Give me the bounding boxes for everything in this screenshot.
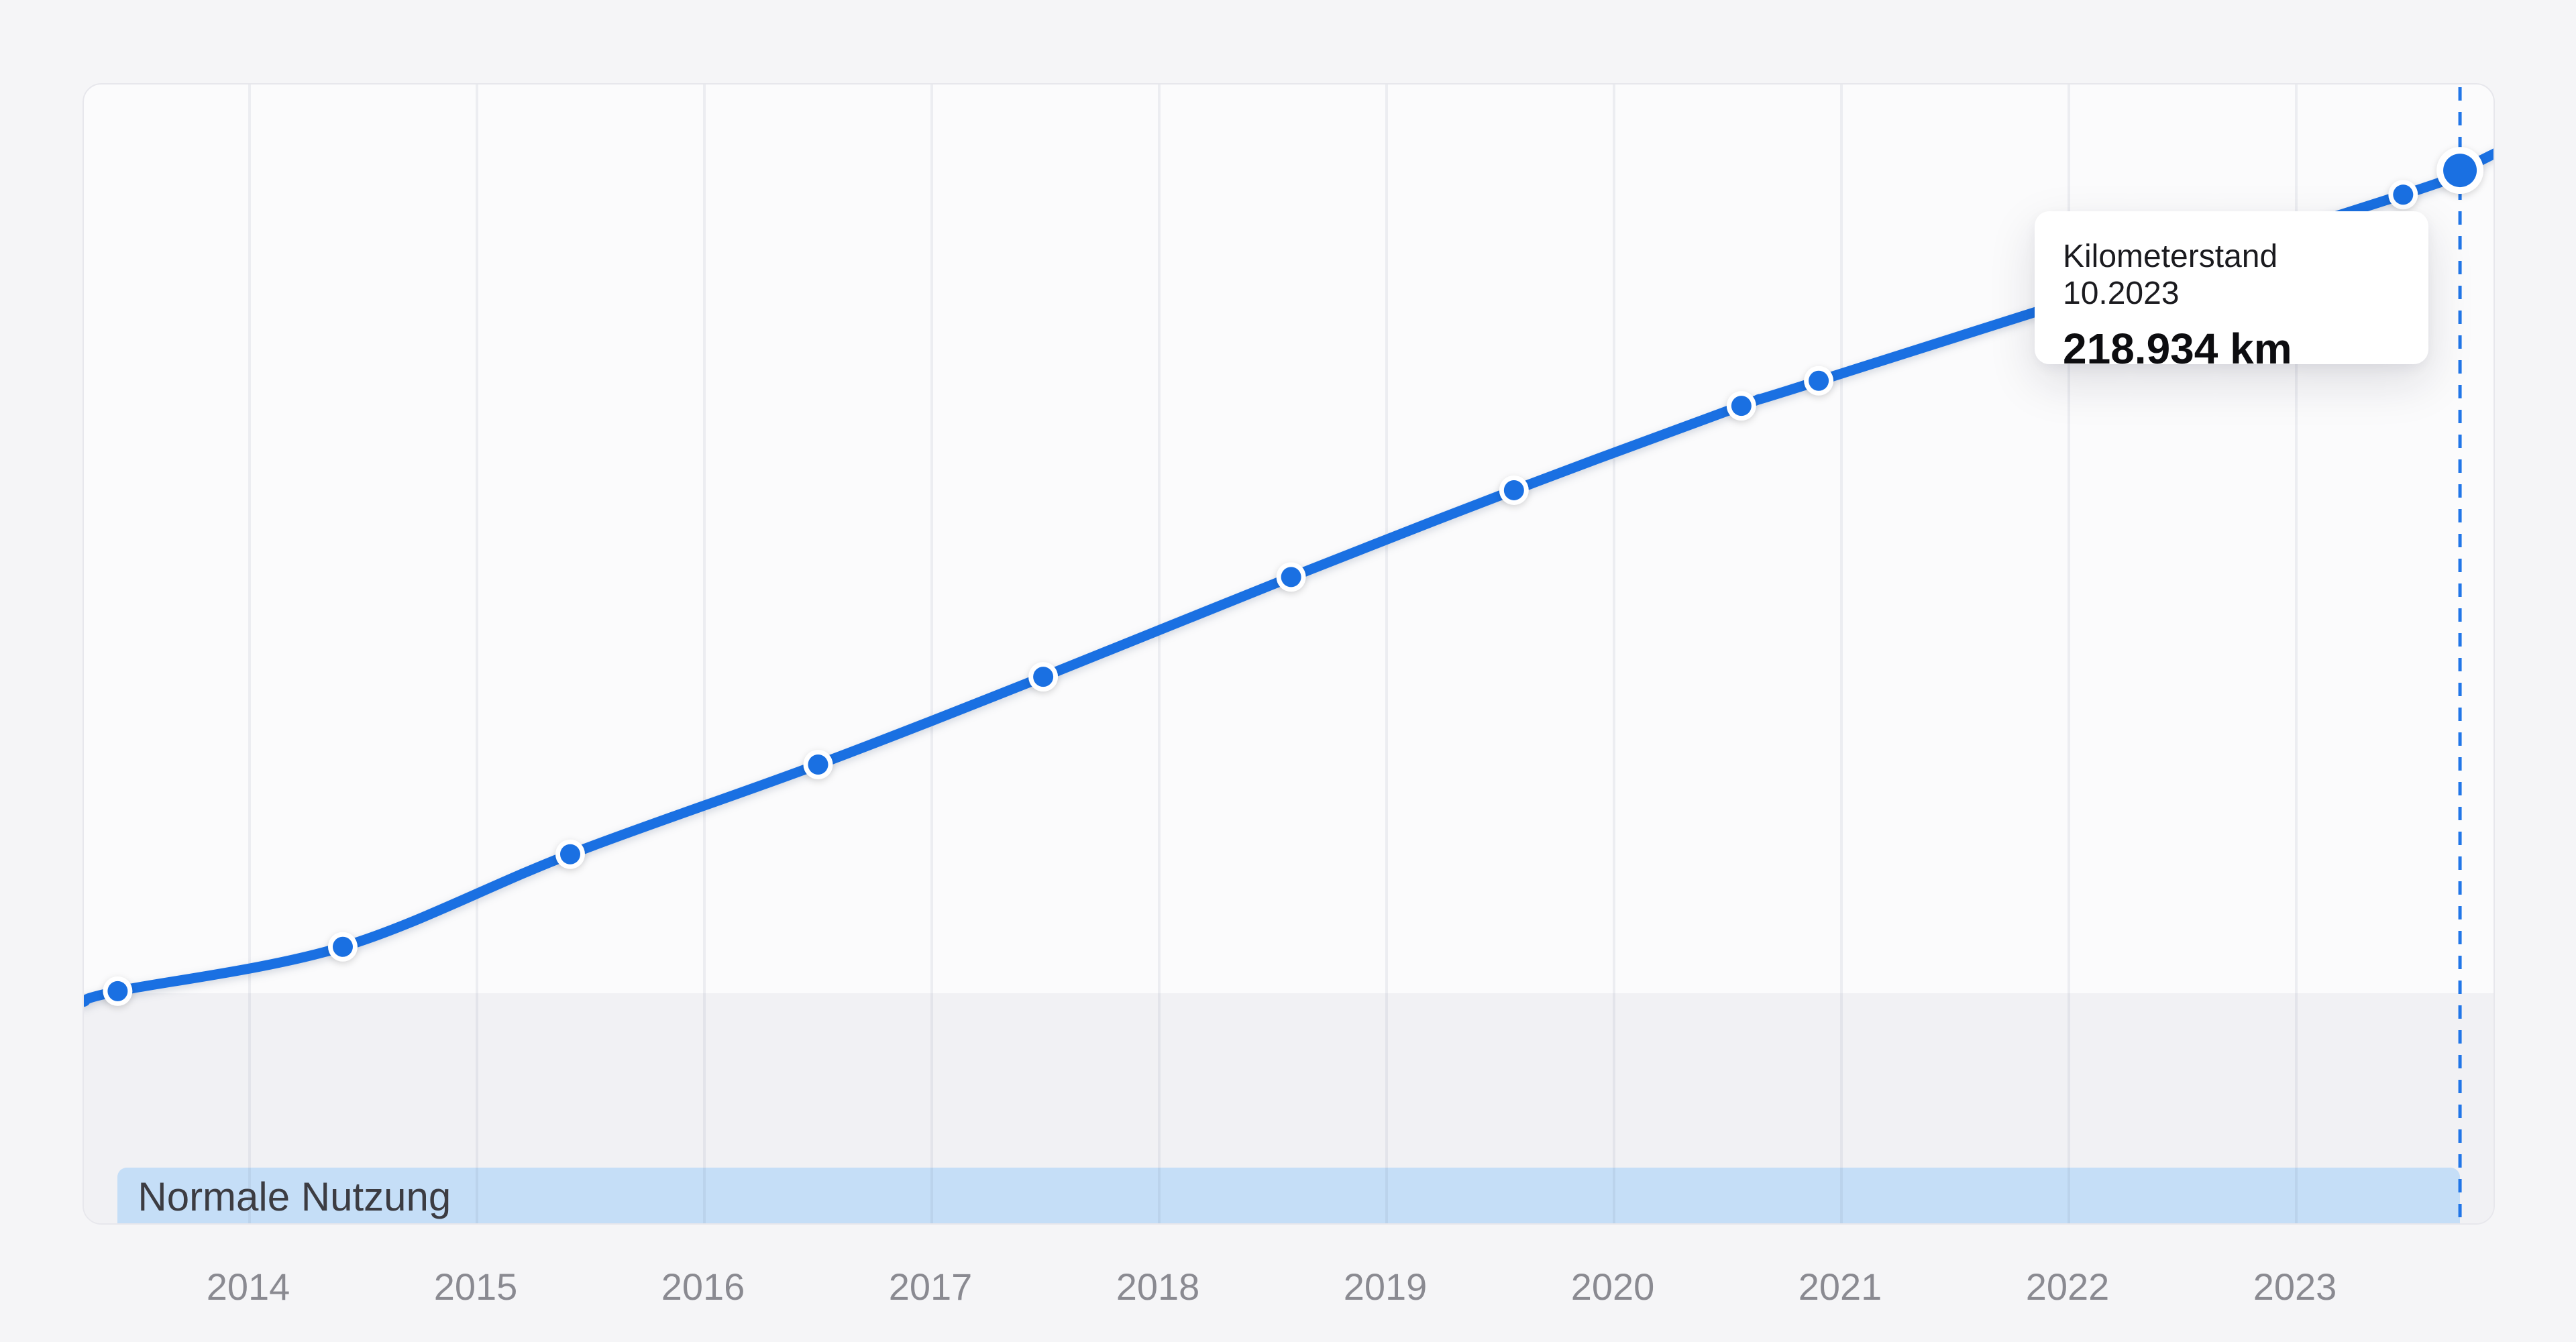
- data-point-dot[interactable]: [332, 936, 353, 957]
- tooltip-title: Kilometerstand 10.2023: [2063, 239, 2278, 311]
- data-point-dot[interactable]: [2393, 184, 2414, 205]
- normal-usage-band-label: Normale Nutzung: [138, 1174, 451, 1219]
- year-gridline: [2068, 85, 2070, 1223]
- data-point-dot[interactable]: [1033, 667, 1054, 687]
- x-axis-label: 2018: [1116, 1266, 1200, 1308]
- data-point-dot-current[interactable]: [2443, 154, 2477, 188]
- data-point-dot[interactable]: [107, 981, 128, 1001]
- x-axis-label: 2015: [433, 1266, 518, 1308]
- year-gridline: [1613, 85, 1615, 1223]
- data-point-dot[interactable]: [1281, 567, 1301, 588]
- x-axis-label: 2021: [1798, 1266, 1882, 1308]
- x-axis-label: 2014: [206, 1266, 290, 1308]
- data-point-dot[interactable]: [808, 754, 828, 775]
- year-gridline: [930, 85, 933, 1223]
- x-axis-label: 2016: [661, 1266, 745, 1308]
- year-gridline: [2295, 85, 2298, 1223]
- x-axis-label: 2020: [1570, 1266, 1655, 1308]
- data-point-dot[interactable]: [1731, 396, 1752, 416]
- year-gridline: [1385, 85, 1388, 1223]
- year-gridline: [703, 85, 706, 1223]
- x-axis-label: 2017: [888, 1266, 973, 1308]
- data-point-dot[interactable]: [1503, 480, 1524, 500]
- year-gridline: [1158, 85, 1161, 1223]
- data-point-dot[interactable]: [1809, 370, 1829, 391]
- x-axis-label: 2023: [2253, 1266, 2337, 1308]
- x-axis-label: 2022: [2025, 1266, 2110, 1308]
- tooltip-value: 218.934 km: [2063, 325, 2292, 373]
- year-gridline: [248, 85, 251, 1223]
- x-axis-label: 2019: [1343, 1266, 1428, 1308]
- tooltip: Kilometerstand 10.2023 218.934 km: [2035, 211, 2428, 373]
- year-gridline: [1840, 85, 1843, 1223]
- year-gridline: [476, 85, 478, 1223]
- normal-usage-band: Normale Nutzung: [117, 1168, 2461, 1223]
- data-point-dot[interactable]: [559, 844, 580, 864]
